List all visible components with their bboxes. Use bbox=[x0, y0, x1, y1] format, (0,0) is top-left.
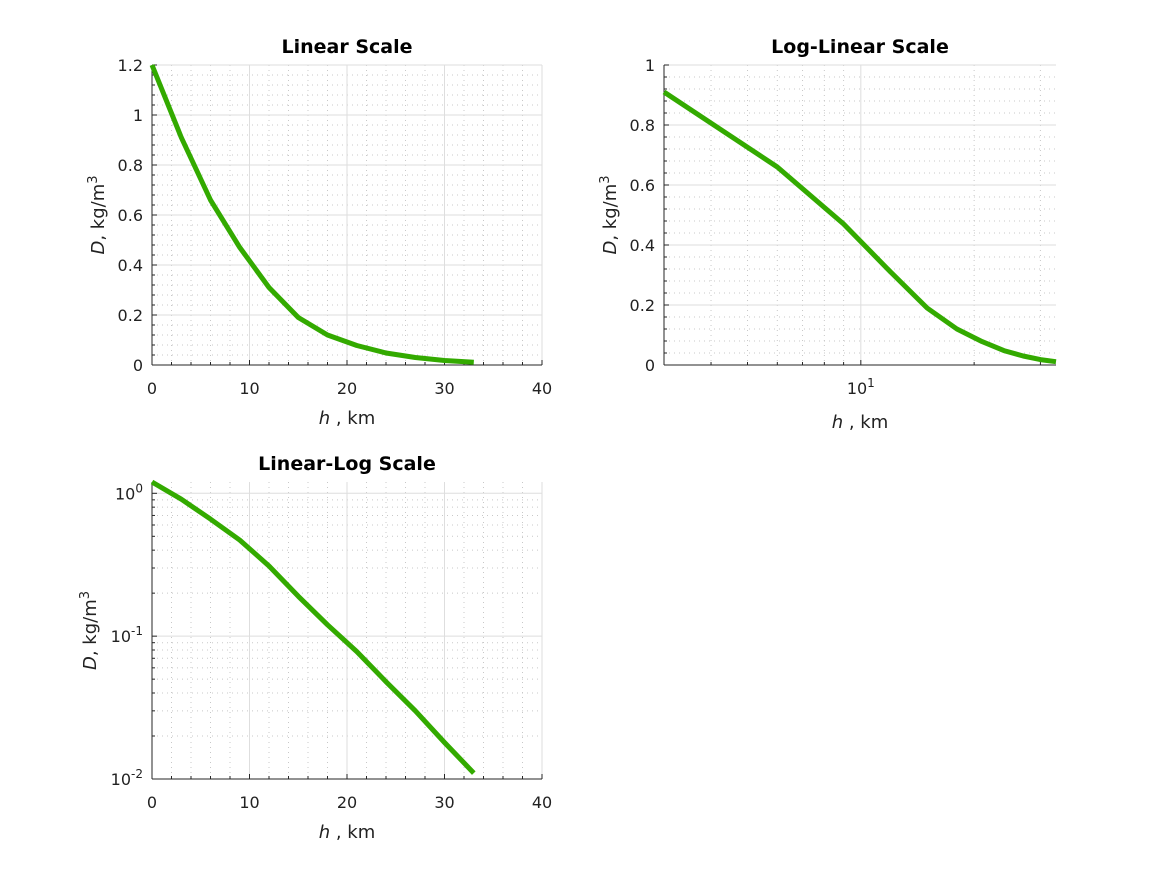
x-axis-var: h bbox=[832, 412, 843, 433]
tick-labels: 0 10 20 30 40 0 0.2 0.4 0.6 0.8 1 1.2 bbox=[118, 56, 553, 398]
y-axis-unit: , kg/m bbox=[600, 184, 621, 241]
x-tick-label: 20 bbox=[337, 793, 357, 812]
x-axis-label: h , km bbox=[319, 822, 376, 843]
y-tick-label: 0.6 bbox=[630, 176, 655, 195]
grid bbox=[664, 64, 1056, 366]
y-axis-unit-exponent: 3 bbox=[78, 591, 93, 599]
y-axis-var: D bbox=[88, 241, 109, 255]
y-axis-unit: , kg/m bbox=[88, 184, 109, 241]
axes bbox=[663, 64, 1056, 366]
y-tick-label: 10-2 bbox=[111, 767, 143, 789]
y-tick-label: 0.2 bbox=[118, 306, 143, 325]
tick-exponent: -1 bbox=[131, 624, 143, 638]
x-axis-var: h bbox=[319, 408, 330, 429]
y-tick-label: 100 bbox=[115, 481, 143, 503]
data-line bbox=[149, 64, 474, 365]
y-tick-label: 1.2 bbox=[118, 56, 143, 75]
y-tick-label: 0.6 bbox=[118, 206, 143, 225]
x-tick-label: 40 bbox=[532, 379, 552, 398]
density-series-line bbox=[149, 64, 474, 365]
tick-base: 10 bbox=[111, 770, 131, 789]
x-tick-label: 10 bbox=[239, 793, 259, 812]
density-series-line bbox=[150, 479, 476, 775]
y-tick-label: 10-1 bbox=[111, 624, 143, 646]
x-tick-label: 0 bbox=[147, 793, 157, 812]
y-axis-var: D bbox=[600, 241, 621, 255]
y-axis-label: D, kg/m3 bbox=[86, 175, 110, 254]
x-tick-label: 101 bbox=[847, 376, 875, 398]
y-tick-label: 0 bbox=[133, 356, 143, 375]
chart-title: Linear Scale bbox=[281, 36, 412, 58]
x-axis-var: h bbox=[319, 822, 330, 843]
y-tick-label: 0.8 bbox=[630, 116, 655, 135]
x-tick-label: 30 bbox=[434, 793, 454, 812]
y-tick-label: 0.4 bbox=[118, 256, 143, 275]
x-axis-unit: , km bbox=[330, 408, 375, 429]
x-axis-label: h , km bbox=[319, 408, 376, 429]
x-tick-label: 0 bbox=[147, 379, 157, 398]
plot-area bbox=[664, 65, 1056, 365]
y-axis-unit: , kg/m bbox=[80, 599, 101, 656]
y-axis-unit-exponent: 3 bbox=[86, 175, 101, 183]
chart-title: Log-Linear Scale bbox=[771, 36, 949, 58]
x-tick-label: 40 bbox=[532, 793, 552, 812]
y-tick-label: 1 bbox=[645, 56, 655, 75]
y-tick-label: 0.4 bbox=[630, 236, 655, 255]
density-series-line bbox=[662, 89, 1057, 365]
x-tick-label: 30 bbox=[434, 379, 454, 398]
chart-title: Linear-Log Scale bbox=[258, 453, 436, 475]
tick-base: 10 bbox=[111, 627, 131, 646]
data-line bbox=[150, 479, 476, 775]
grid bbox=[151, 64, 543, 366]
x-axis-unit: , km bbox=[843, 412, 888, 433]
y-axis-unit-exponent: 3 bbox=[598, 175, 613, 183]
y-tick-label: 0.2 bbox=[630, 296, 655, 315]
y-tick-label: 0.8 bbox=[118, 156, 143, 175]
x-axis-unit: , km bbox=[330, 822, 375, 843]
tick-exponent: -2 bbox=[131, 767, 143, 781]
x-tick-label: 10 bbox=[239, 379, 259, 398]
x-axis-label: h , km bbox=[832, 412, 889, 433]
tick-base: 10 bbox=[847, 379, 867, 398]
y-axis-var: D bbox=[80, 656, 101, 670]
x-tick-label: 20 bbox=[337, 379, 357, 398]
data-line bbox=[662, 89, 1057, 365]
y-tick-label: 1 bbox=[133, 106, 143, 125]
axes bbox=[151, 64, 543, 366]
y-tick-label: 0 bbox=[645, 356, 655, 375]
tick-base: 10 bbox=[115, 484, 135, 503]
y-axis-label: D, kg/m3 bbox=[78, 591, 102, 670]
axes bbox=[151, 482, 543, 780]
tick-exponent: 0 bbox=[135, 481, 143, 495]
tick-exponent: 1 bbox=[867, 376, 875, 390]
y-axis-label: D, kg/m3 bbox=[598, 175, 622, 254]
